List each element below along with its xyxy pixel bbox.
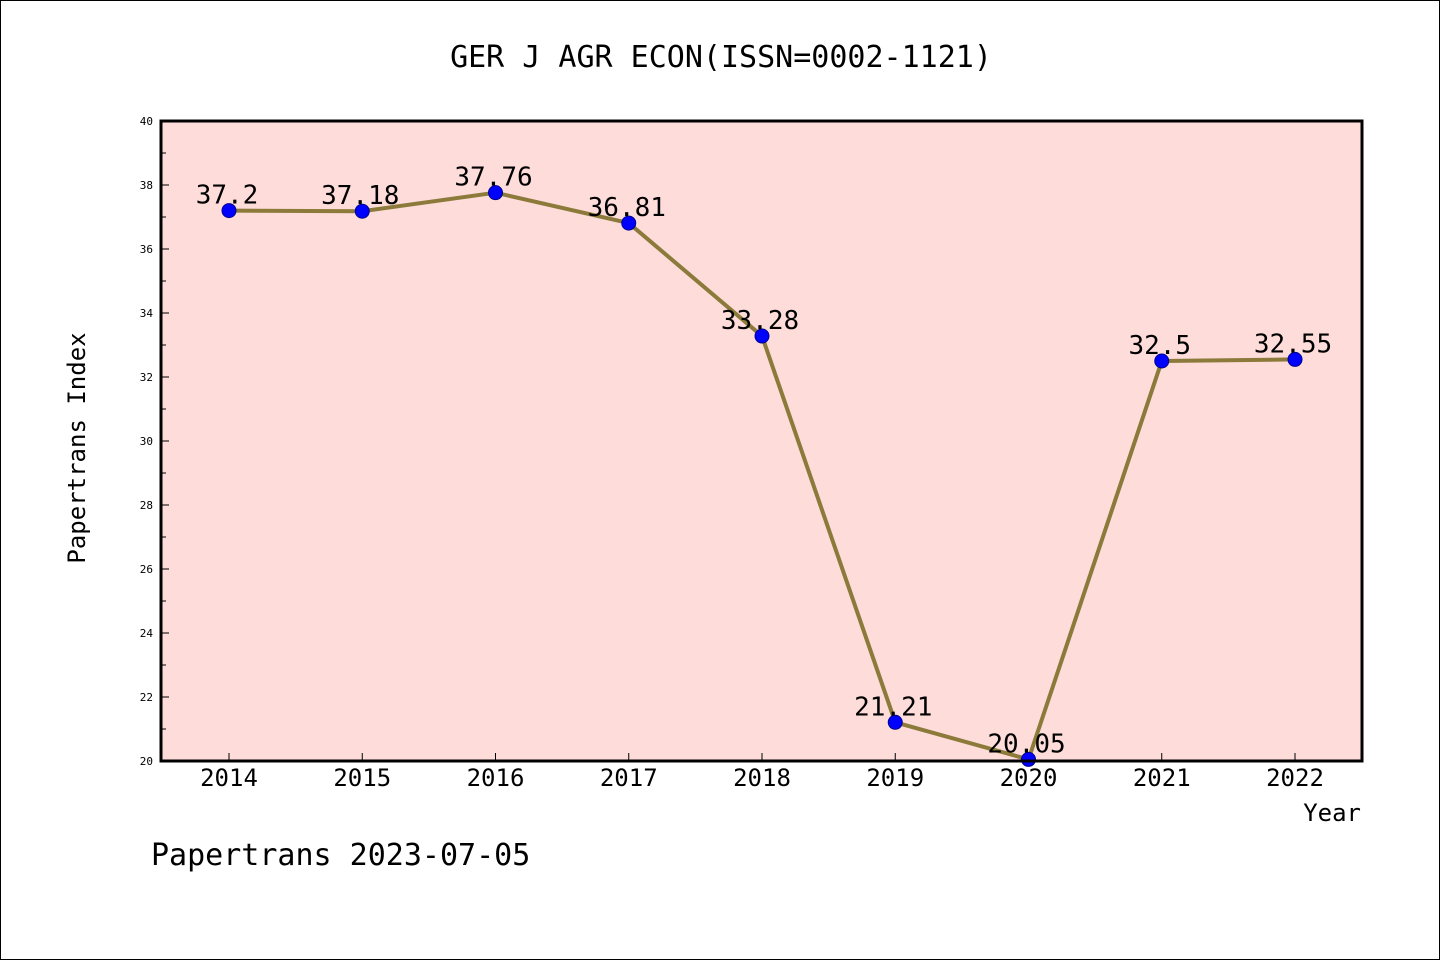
x-tick-label: 2021 bbox=[1133, 764, 1191, 792]
data-point bbox=[1154, 353, 1170, 369]
x-tick-label: 2017 bbox=[600, 764, 658, 792]
y-tick-label: 40 bbox=[140, 115, 153, 128]
y-tick-label: 32 bbox=[140, 371, 153, 384]
y-tick-label: 34 bbox=[140, 307, 154, 320]
data-label: 32.55 bbox=[1254, 329, 1332, 359]
y-axis-ticks: 20 22 24 26 28 30 32 34 36 38 40 bbox=[140, 115, 169, 768]
y-axis-label: Papertrans Index bbox=[63, 332, 91, 563]
x-axis-ticks: 2014 2015 2016 2017 2018 2019 2020 2021 2022 bbox=[200, 753, 1324, 792]
data-point bbox=[621, 215, 637, 231]
data-point bbox=[1021, 751, 1036, 767]
y-tick-label: 30 bbox=[140, 435, 153, 448]
y-tick-label: 38 bbox=[140, 179, 153, 192]
x-tick-label: 2016 bbox=[467, 764, 525, 792]
series-layer: 37.2 37.18 37.76 36.81 33.28 21.21 20.05 32.5 32… bbox=[196, 163, 1332, 767]
y-tick-label: 22 bbox=[140, 691, 153, 704]
data-point bbox=[221, 203, 237, 219]
y-tick-label: 24 bbox=[140, 627, 154, 640]
chart-title: GER J AGR ECON(ISSN=0002-1121) bbox=[450, 40, 992, 75]
data-point bbox=[354, 203, 370, 219]
y-tick-label: 20 bbox=[140, 755, 153, 768]
data-label: 21.21 bbox=[854, 692, 932, 722]
x-tick-label: 2018 bbox=[733, 764, 791, 792]
y-tick-label: 26 bbox=[140, 563, 153, 576]
data-label: 20.05 bbox=[987, 729, 1065, 759]
x-tick-label: 2020 bbox=[1000, 764, 1058, 792]
x-axis-label: Year bbox=[1303, 799, 1361, 827]
x-tick-label: 2022 bbox=[1266, 764, 1324, 792]
x-tick-label: 2015 bbox=[333, 764, 391, 792]
y-tick-label: 36 bbox=[140, 243, 153, 256]
data-point bbox=[1287, 351, 1303, 367]
data-point bbox=[754, 328, 770, 344]
plot-border bbox=[159, 119, 1364, 763]
footer-text: Papertrans 2023-07-05 bbox=[151, 838, 530, 873]
plot-area bbox=[161, 121, 1362, 761]
data-point bbox=[488, 185, 503, 201]
data-label: 33.28 bbox=[721, 306, 799, 336]
y-tick-label: 28 bbox=[140, 499, 153, 512]
data-label: 37.18 bbox=[321, 181, 399, 211]
data-label: 37.76 bbox=[454, 163, 532, 193]
x-tick-label: 2014 bbox=[200, 764, 258, 792]
data-label: 36.81 bbox=[588, 193, 666, 223]
data-label: 37.2 bbox=[196, 181, 259, 211]
data-label: 32.5 bbox=[1128, 331, 1191, 361]
data-point bbox=[887, 714, 903, 730]
x-tick-label: 2019 bbox=[866, 764, 924, 792]
